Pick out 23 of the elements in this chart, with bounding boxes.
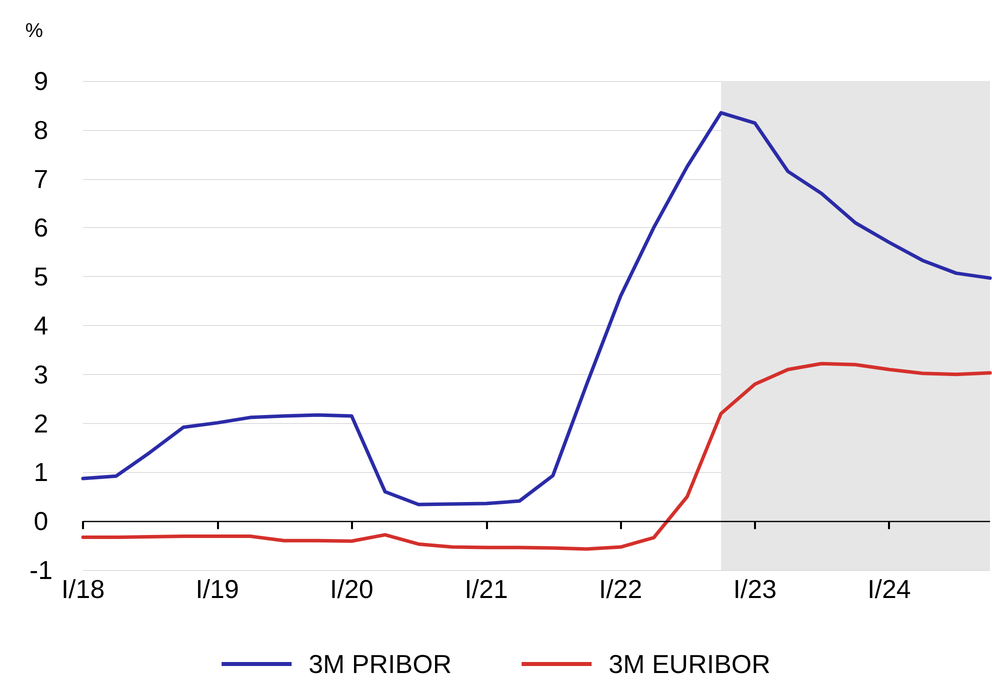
x-tick-label: I/22 [598, 574, 642, 604]
legend-label: 3M PRIBOR [308, 649, 452, 679]
y-tick-label: 5 [34, 262, 48, 292]
y-tick-label: 8 [34, 114, 48, 145]
x-tick-label: I/20 [330, 574, 374, 604]
line-series [81, 111, 992, 506]
y-tick-label: 4 [34, 310, 48, 340]
y-axis-title: % [25, 20, 44, 42]
y-tick-label: 7 [34, 164, 48, 194]
y-tick-label: 3 [34, 359, 48, 390]
legend-label: 3M EURIBOR [608, 649, 770, 679]
y-tick-label: 2 [34, 408, 48, 438]
x-tick-label: I/23 [733, 574, 777, 604]
x-tick-label: I/18 [61, 574, 105, 604]
x-tick-label: I/21 [464, 574, 508, 604]
y-tick-label: -1 [29, 555, 53, 585]
line-series [81, 362, 992, 551]
x-tick-label: I/19 [196, 574, 239, 604]
y-tick-label: 0 [34, 506, 48, 536]
y-tick-label: 6 [34, 212, 48, 243]
x-tick-label: I/24 [867, 574, 911, 604]
y-tick-label: 1 [34, 457, 48, 488]
y-tick-label: 9 [34, 66, 48, 96]
